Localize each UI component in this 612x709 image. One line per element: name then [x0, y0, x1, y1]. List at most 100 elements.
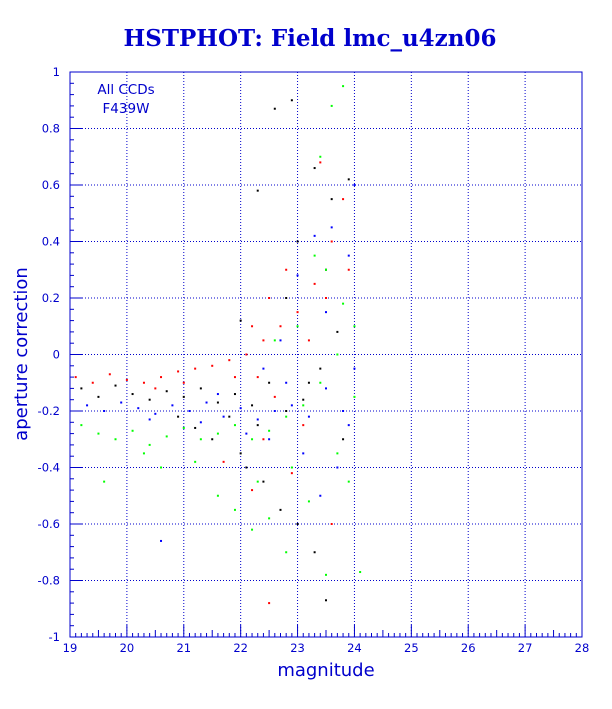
data-point — [211, 364, 214, 367]
data-point — [80, 387, 83, 390]
data-point — [336, 330, 339, 333]
data-point — [199, 438, 202, 441]
data-point — [290, 404, 293, 407]
y-tick-label: -0.8 — [38, 574, 60, 588]
data-point — [296, 311, 299, 314]
data-point — [251, 404, 254, 407]
data-point — [296, 274, 299, 277]
data-point — [273, 107, 276, 110]
data-point — [285, 268, 288, 271]
y-tick-label: 1 — [53, 65, 60, 79]
data-point — [262, 339, 265, 342]
data-point — [233, 424, 236, 427]
data-point — [302, 404, 305, 407]
data-point — [325, 573, 327, 576]
data-point — [302, 424, 305, 427]
data-point — [171, 404, 174, 407]
data-point — [336, 353, 339, 356]
data-point — [256, 424, 259, 427]
data-point — [279, 325, 282, 328]
data-point — [245, 353, 248, 356]
x-tick-label: 19 — [63, 641, 78, 655]
y-tick-label: -0.2 — [38, 404, 60, 418]
data-point — [290, 99, 293, 102]
data-point — [245, 466, 248, 469]
annotation-filter: F439W — [103, 101, 150, 117]
data-point — [160, 466, 163, 469]
data-point — [148, 443, 151, 446]
data-point — [182, 381, 185, 384]
data-point — [342, 85, 345, 88]
data-point — [268, 438, 271, 441]
data-point — [216, 432, 219, 435]
data-point — [216, 393, 219, 396]
data-point — [353, 395, 356, 398]
data-point — [205, 401, 208, 404]
data-point — [273, 410, 276, 412]
data-point — [273, 395, 276, 398]
data-point — [342, 438, 345, 441]
annotation-ccds: All CCDs — [97, 82, 154, 98]
data-point — [319, 155, 322, 158]
data-point — [279, 339, 282, 342]
data-point — [80, 424, 83, 427]
data-point — [233, 376, 236, 379]
data-point — [347, 254, 350, 257]
data-point — [279, 508, 282, 511]
data-point — [245, 432, 248, 435]
data-point — [330, 226, 333, 229]
y-axis-label: aperture correction — [11, 267, 32, 441]
data-point — [296, 240, 299, 243]
data-point — [239, 452, 242, 455]
data-point — [233, 393, 236, 396]
data-point — [336, 452, 339, 455]
data-point — [313, 167, 316, 170]
data-point — [160, 539, 163, 542]
data-point — [125, 378, 128, 381]
data-point — [91, 381, 94, 384]
data-point — [97, 395, 100, 398]
y-tick-label: -1 — [49, 630, 60, 644]
data-point — [285, 410, 288, 412]
x-tick-label: 26 — [461, 641, 476, 655]
data-point — [256, 376, 259, 379]
data-point — [330, 104, 333, 107]
data-point — [137, 407, 140, 410]
data-point — [313, 234, 316, 237]
x-tick-label: 25 — [404, 641, 419, 655]
data-point — [233, 508, 236, 511]
data-point — [194, 426, 197, 429]
data-point — [353, 325, 356, 328]
data-point — [228, 415, 231, 418]
data-point — [325, 268, 327, 271]
data-point — [148, 418, 151, 421]
data-point — [239, 407, 242, 410]
data-point — [97, 432, 100, 435]
tick-labels: 19 20 21 22 23 24 25 26 27 28 -1 -0.8 -0.6 -0.4 -0.2 0 0… — [38, 65, 590, 655]
data-point — [285, 551, 288, 554]
data-point — [307, 415, 310, 418]
data-point — [347, 480, 350, 483]
x-axis-label: magnitude — [277, 660, 374, 681]
data-point — [268, 381, 271, 384]
x-tick-label: 21 — [176, 641, 191, 655]
data-point — [313, 282, 316, 285]
data-point — [222, 415, 225, 418]
x-tick-label: 23 — [290, 641, 305, 655]
data-point — [177, 415, 180, 418]
data-point — [194, 460, 197, 463]
data-point — [268, 297, 271, 299]
data-point — [325, 311, 327, 314]
data-point — [114, 438, 117, 441]
data-point — [342, 198, 345, 201]
data-point — [319, 161, 322, 164]
data-point — [216, 401, 219, 404]
data-point — [285, 415, 288, 418]
data-point — [285, 297, 288, 299]
data-point — [290, 466, 293, 469]
y-tick-label: 0.4 — [42, 235, 60, 249]
data-point — [307, 500, 310, 503]
chart-title: HSTPHOT: Field lmc_u4zn06 — [124, 25, 497, 52]
